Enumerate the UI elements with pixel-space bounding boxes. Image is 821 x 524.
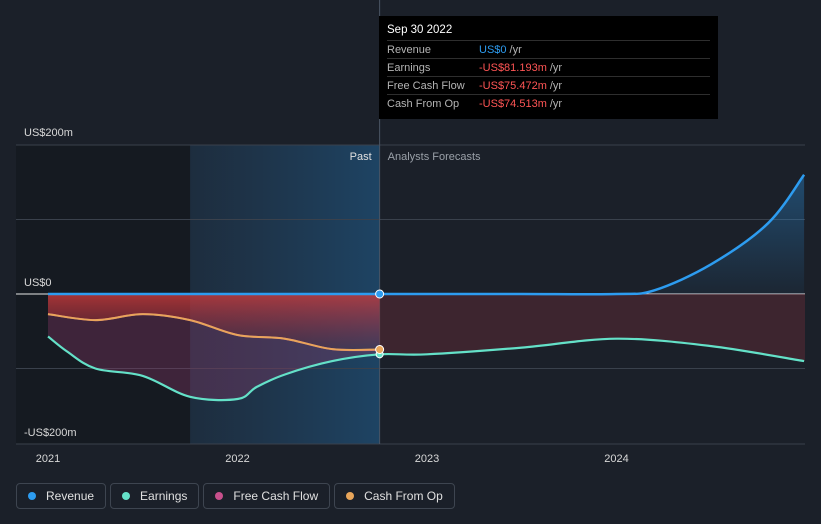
legend-label: Earnings	[140, 489, 188, 503]
chart-legend: Revenue Earnings Free Cash Flow Cash Fro…	[16, 483, 455, 509]
legend-item-free-cash-flow[interactable]: Free Cash Flow	[203, 483, 331, 509]
tooltip-unit: /yr	[549, 79, 563, 92]
cash-area-fill	[48, 294, 380, 350]
legend-item-cash-from-op[interactable]: Cash From Op	[334, 483, 455, 509]
tooltip-label: Cash From Op	[387, 97, 460, 110]
tooltip-row-cash-from-op: Cash From Op -US$74.513m /yr	[387, 94, 710, 112]
tooltip-value: -US$74.513m	[479, 97, 547, 110]
tooltip-row-free-cash-flow: Free Cash Flow -US$75.472m /yr	[387, 76, 710, 94]
tooltip-value: -US$75.472m	[479, 79, 547, 92]
tooltip-row-revenue: Revenue US$0 /yr	[387, 40, 710, 58]
earnings-revenue-chart: US$200m US$0 -US$200m Past Analysts Forecast…	[16, 0, 806, 465]
legend-label: Cash From Op	[364, 489, 443, 503]
forecast-label: Analysts Forecasts	[388, 151, 481, 163]
y-tick-label: US$0	[24, 277, 52, 289]
x-tick-label: 2024	[604, 453, 628, 465]
x-tick-label: 2022	[225, 453, 249, 465]
earnings-line	[47, 335, 805, 402]
tooltip-value: -US$81.193m	[479, 61, 547, 74]
legend-label: Free Cash Flow	[233, 489, 319, 503]
legend-dot-icon	[215, 492, 224, 500]
tooltip-label: Free Cash Flow	[387, 79, 465, 92]
earnings-past-area-fill	[48, 314, 380, 401]
legend-dot-icon	[122, 492, 131, 500]
tooltip-unit: /yr	[549, 61, 563, 74]
x-tick-label: 2023	[415, 453, 439, 465]
tooltip-row-earnings: Earnings -US$81.193m /yr	[387, 58, 710, 76]
x-tick-label: 2021	[36, 453, 60, 465]
cash-from-op-line	[47, 313, 380, 351]
tooltip-label: Earnings	[387, 61, 431, 74]
tooltip-label: Revenue	[387, 43, 432, 56]
tooltip-unit: /yr	[549, 97, 563, 110]
legend-item-earnings[interactable]: Earnings	[110, 483, 200, 509]
legend-label: Revenue	[46, 489, 95, 503]
legend-item-revenue[interactable]: Revenue	[16, 483, 107, 509]
tooltip-unit: /yr	[509, 43, 522, 56]
tooltip-value: US$0	[479, 43, 507, 56]
cash-from-op-marker	[375, 345, 385, 355]
y-tick-label: -US$200m	[24, 427, 77, 439]
legend-dot-icon	[346, 492, 355, 500]
revenue-marker	[375, 289, 385, 299]
legend-dot-icon	[28, 492, 36, 500]
y-tick-label: US$200m	[24, 127, 73, 139]
revenue-line	[47, 174, 806, 296]
past-label: Past	[350, 151, 372, 163]
tooltip-date: Sep 30 2022	[387, 24, 453, 36]
revenue-area-fill	[48, 174, 805, 295]
data-tooltip: Sep 30 2022 Revenue US$0 /yr Earnings -U…	[379, 16, 718, 119]
